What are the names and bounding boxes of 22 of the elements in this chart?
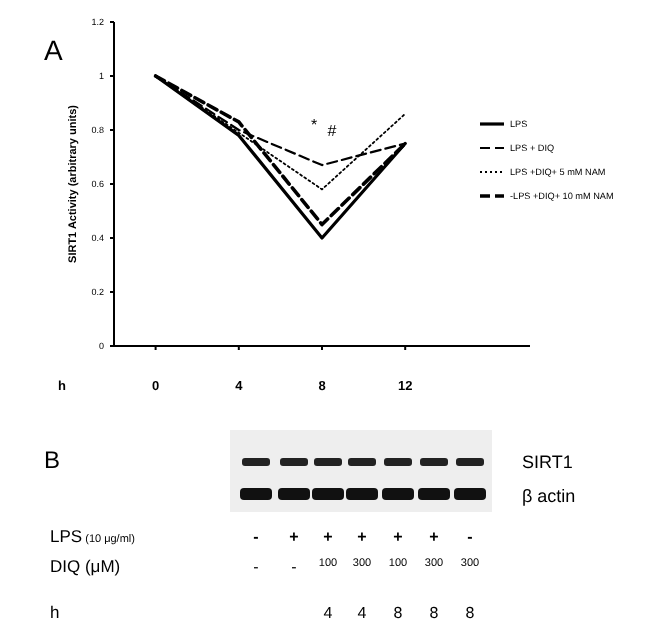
annotation: * [310,116,318,134]
text: + [357,527,368,546]
text: + [323,527,334,546]
text: + [393,527,404,546]
text: 4 [357,603,368,622]
text: DIQ (μM) [50,555,121,576]
text: 8 [429,603,440,622]
text: 8 [393,603,404,622]
text: SIRT1 [522,452,573,472]
text: - [291,557,298,576]
chart-title: A [44,34,64,66]
text: - [467,527,474,546]
text: 4 [323,603,334,622]
text: - [253,527,260,546]
annotation: # [327,122,338,140]
text: 8 [465,603,476,622]
text: - [253,557,260,576]
text: + [289,527,300,546]
text: β actin [522,486,576,506]
text: h [50,601,60,622]
text: + [429,527,440,546]
text: B [44,446,61,474]
